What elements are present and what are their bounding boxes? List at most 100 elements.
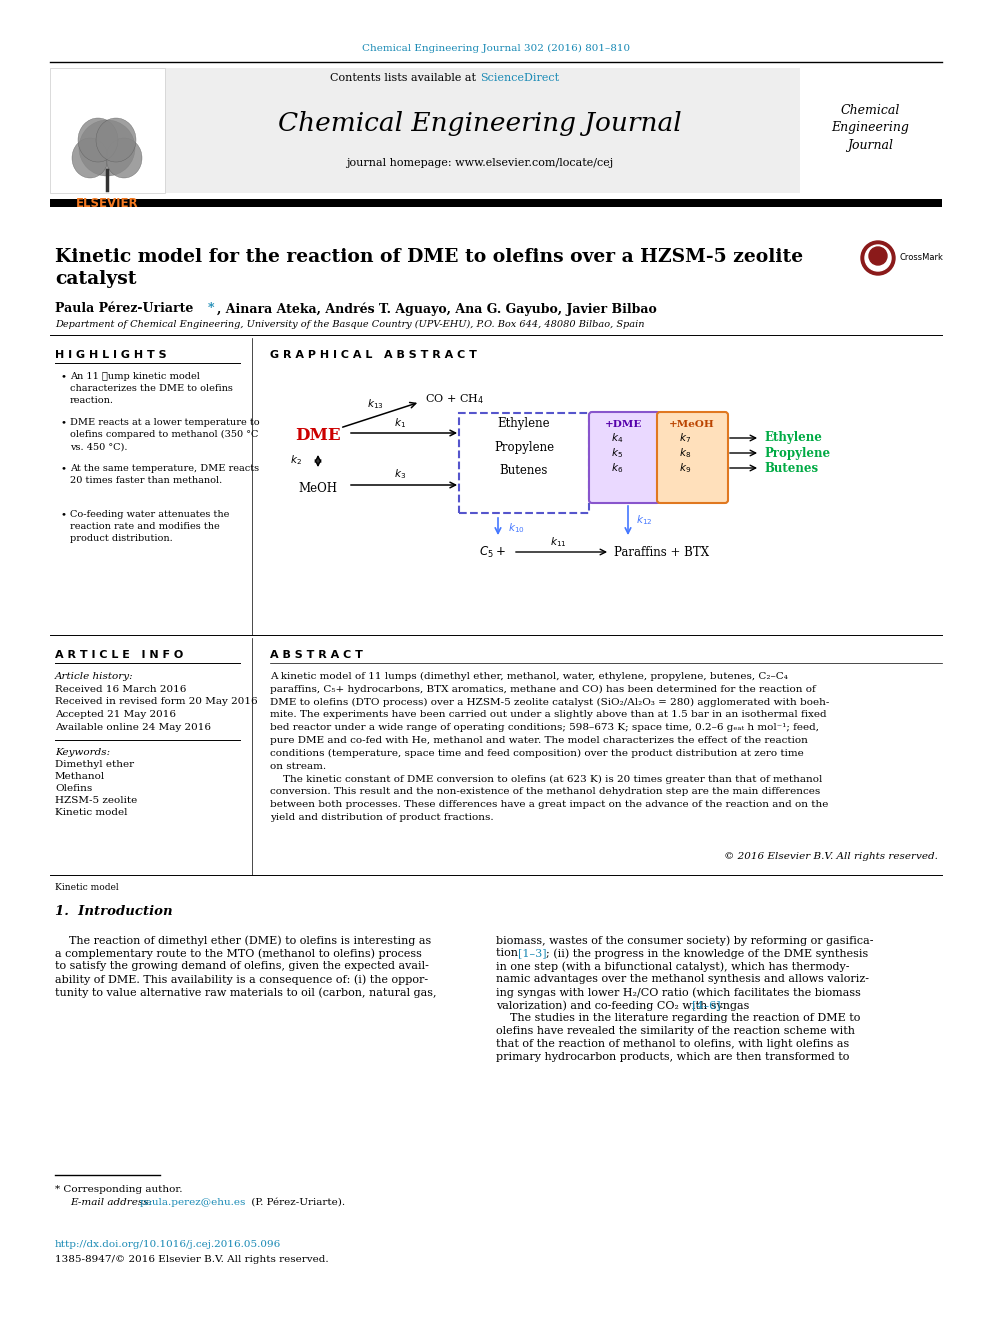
Text: bed reactor under a wide range of operating conditions; 598–673 K; space time, 0: bed reactor under a wide range of operat… bbox=[270, 724, 819, 732]
Ellipse shape bbox=[96, 118, 136, 161]
Text: •: • bbox=[60, 372, 66, 381]
Text: $k_5$: $k_5$ bbox=[611, 446, 623, 460]
Text: Article history:: Article history: bbox=[55, 672, 134, 681]
Text: conditions (temperature, space time and feed composition) over the product distr: conditions (temperature, space time and … bbox=[270, 749, 804, 758]
Text: Butenes: Butenes bbox=[764, 462, 818, 475]
Text: •: • bbox=[60, 418, 66, 427]
Text: conversion. This result and the non-existence of the methanol dehydration step a: conversion. This result and the non-exis… bbox=[270, 787, 820, 796]
Text: $k_{12}$: $k_{12}$ bbox=[636, 513, 653, 527]
Text: $k_{11}$: $k_{11}$ bbox=[550, 534, 566, 549]
Text: Paraffins + BTX: Paraffins + BTX bbox=[614, 545, 709, 558]
Circle shape bbox=[865, 245, 891, 271]
Text: © 2016 Elsevier B.V. All rights reserved.: © 2016 Elsevier B.V. All rights reserved… bbox=[724, 852, 938, 861]
Bar bbox=[160, 67, 800, 193]
Text: ing syngas with lower H₂/CO ratio (which facilitates the biomass: ing syngas with lower H₂/CO ratio (which… bbox=[496, 987, 861, 998]
Text: $k_{10}$: $k_{10}$ bbox=[508, 521, 525, 534]
Text: Paula Pérez-Uriarte: Paula Pérez-Uriarte bbox=[55, 302, 197, 315]
Text: A B S T R A C T: A B S T R A C T bbox=[270, 650, 363, 660]
Text: ; (ii) the progress in the knowledge of the DME synthesis: ; (ii) the progress in the knowledge of … bbox=[546, 949, 868, 959]
Text: Department of Chemical Engineering, University of the Basque Country (UPV-EHU), : Department of Chemical Engineering, Univ… bbox=[55, 320, 645, 329]
Text: Available online 24 May 2016: Available online 24 May 2016 bbox=[55, 722, 211, 732]
Text: between both processes. These differences have a great impact on the advance of : between both processes. These difference… bbox=[270, 800, 828, 808]
Text: $k_9$: $k_9$ bbox=[679, 462, 691, 475]
Text: paula.perez@ehu.es: paula.perez@ehu.es bbox=[140, 1199, 246, 1207]
Text: $k_2$: $k_2$ bbox=[290, 452, 302, 467]
Text: Ethylene: Ethylene bbox=[764, 431, 822, 445]
Text: on stream.: on stream. bbox=[270, 762, 326, 770]
Text: * Corresponding author.: * Corresponding author. bbox=[55, 1185, 183, 1193]
Text: .: . bbox=[720, 1000, 723, 1009]
FancyBboxPatch shape bbox=[589, 411, 660, 503]
Text: Accepted 21 May 2016: Accepted 21 May 2016 bbox=[55, 710, 176, 718]
Text: +MeOH: +MeOH bbox=[670, 419, 715, 429]
Text: E-mail address:: E-mail address: bbox=[70, 1199, 156, 1207]
Text: $k_4$: $k_4$ bbox=[611, 431, 623, 445]
Text: CrossMark: CrossMark bbox=[899, 253, 942, 262]
FancyBboxPatch shape bbox=[657, 411, 728, 503]
Text: olefins have revealed the similarity of the reaction scheme with: olefins have revealed the similarity of … bbox=[496, 1027, 855, 1036]
Text: The kinetic constant of DME conversion to olefins (at 623 K) is 20 times greater: The kinetic constant of DME conversion t… bbox=[270, 774, 822, 783]
Text: journal homepage: www.elsevier.com/locate/cej: journal homepage: www.elsevier.com/locat… bbox=[346, 157, 614, 168]
Text: Kinetic model for the reaction of DME to olefins over a HZSM-5 zeolite: Kinetic model for the reaction of DME to… bbox=[55, 247, 804, 266]
Text: (P. Pérez-Uriarte).: (P. Pérez-Uriarte). bbox=[248, 1199, 345, 1207]
Text: The reaction of dimethyl ether (DME) to olefins is interesting as: The reaction of dimethyl ether (DME) to … bbox=[55, 935, 432, 946]
Text: $k_7$: $k_7$ bbox=[679, 431, 691, 445]
Text: Propylene: Propylene bbox=[494, 441, 555, 454]
Text: Received in revised form 20 May 2016: Received in revised form 20 May 2016 bbox=[55, 697, 258, 706]
Text: 1385-8947/© 2016 Elsevier B.V. All rights reserved.: 1385-8947/© 2016 Elsevier B.V. All right… bbox=[55, 1256, 328, 1263]
Text: H I G H L I G H T S: H I G H L I G H T S bbox=[55, 351, 167, 360]
Text: primary hydrocarbon products, which are then transformed to: primary hydrocarbon products, which are … bbox=[496, 1052, 849, 1062]
Text: DME reacts at a lower temperature to
olefins compared to methanol (350 °C
vs. 45: DME reacts at a lower temperature to ole… bbox=[70, 418, 260, 451]
Text: Keywords:: Keywords: bbox=[55, 747, 110, 757]
Circle shape bbox=[869, 247, 887, 265]
Text: •: • bbox=[60, 464, 66, 474]
Text: Contents lists available at: Contents lists available at bbox=[330, 73, 480, 83]
Ellipse shape bbox=[78, 118, 118, 161]
Text: DME to olefins (DTO process) over a HZSM-5 zeolite catalyst (SiO₂/Al₂O₃ = 280) a: DME to olefins (DTO process) over a HZSM… bbox=[270, 697, 829, 706]
Text: that of the reaction of methanol to olefins, with light olefins as: that of the reaction of methanol to olef… bbox=[496, 1039, 849, 1049]
Text: a complementary route to the MTO (methanol to olefins) process: a complementary route to the MTO (methan… bbox=[55, 949, 422, 959]
Text: ELSEVIER: ELSEVIER bbox=[75, 197, 138, 210]
Text: Chemical Engineering Journal 302 (2016) 801–810: Chemical Engineering Journal 302 (2016) … bbox=[362, 44, 630, 53]
Text: catalyst: catalyst bbox=[55, 270, 137, 288]
Text: Kinetic model: Kinetic model bbox=[55, 882, 119, 892]
Text: , Ainara Ateka, Andrés T. Aguayo, Ana G. Gayubo, Javier Bilbao: , Ainara Ateka, Andrés T. Aguayo, Ana G.… bbox=[217, 302, 657, 315]
Text: An 11 ℓump kinetic model
characterizes the DME to olefins
reaction.: An 11 ℓump kinetic model characterizes t… bbox=[70, 372, 233, 405]
Text: paraffins, C₅+ hydrocarbons, BTX aromatics, methane and CO) has been determined : paraffins, C₅+ hydrocarbons, BTX aromati… bbox=[270, 685, 815, 695]
Text: biomass, wastes of the consumer society) by reforming or gasifica-: biomass, wastes of the consumer society)… bbox=[496, 935, 874, 946]
Text: $k_1$: $k_1$ bbox=[394, 417, 406, 430]
Text: The studies in the literature regarding the reaction of DME to: The studies in the literature regarding … bbox=[496, 1013, 860, 1023]
Text: Received 16 March 2016: Received 16 March 2016 bbox=[55, 685, 186, 695]
Text: HZSM-5 zeolite: HZSM-5 zeolite bbox=[55, 796, 137, 804]
Text: Chemical
Engineering
Journal: Chemical Engineering Journal bbox=[831, 103, 909, 152]
Text: [4–6]: [4–6] bbox=[691, 1000, 720, 1009]
Text: pure DME and co-fed with He, methanol and water. The model characterizes the eff: pure DME and co-fed with He, methanol an… bbox=[270, 736, 807, 745]
Text: Olefins: Olefins bbox=[55, 785, 92, 792]
Text: ScienceDirect: ScienceDirect bbox=[480, 73, 559, 83]
Text: $k_6$: $k_6$ bbox=[611, 462, 623, 475]
Text: Propylene: Propylene bbox=[764, 446, 830, 459]
Text: Kinetic model: Kinetic model bbox=[55, 808, 128, 818]
Text: MeOH: MeOH bbox=[299, 482, 337, 495]
Text: 1.  Introduction: 1. Introduction bbox=[55, 905, 173, 918]
Text: mite. The experiments have been carried out under a slightly above than at 1.5 b: mite. The experiments have been carried … bbox=[270, 710, 826, 720]
FancyBboxPatch shape bbox=[459, 413, 589, 513]
Text: Chemical Engineering Journal: Chemical Engineering Journal bbox=[278, 111, 682, 135]
Text: *: * bbox=[208, 302, 214, 315]
Text: G R A P H I C A L   A B S T R A C T: G R A P H I C A L A B S T R A C T bbox=[270, 351, 477, 360]
Ellipse shape bbox=[72, 138, 108, 179]
Text: Co-feeding water attenuates the
reaction rate and modifies the
product distribut: Co-feeding water attenuates the reaction… bbox=[70, 509, 229, 544]
Text: ability of DME. This availability is a consequence of: (i) the oppor-: ability of DME. This availability is a c… bbox=[55, 974, 429, 984]
Text: A R T I C L E   I N F O: A R T I C L E I N F O bbox=[55, 650, 184, 660]
Text: +DME: +DME bbox=[605, 419, 643, 429]
Text: valorization) and co-feeding CO₂ with syngas: valorization) and co-feeding CO₂ with sy… bbox=[496, 1000, 753, 1011]
Bar bbox=[50, 198, 942, 206]
Text: $k_3$: $k_3$ bbox=[394, 467, 406, 480]
Circle shape bbox=[861, 241, 895, 275]
Text: namic advantages over the methanol synthesis and allows valoriz-: namic advantages over the methanol synth… bbox=[496, 974, 869, 984]
Text: DME: DME bbox=[296, 426, 341, 443]
Text: Butenes: Butenes bbox=[500, 463, 549, 476]
Text: tion: tion bbox=[496, 949, 522, 958]
Text: in one step (with a bifunctional catalyst), which has thermody-: in one step (with a bifunctional catalys… bbox=[496, 960, 849, 971]
Text: Ethylene: Ethylene bbox=[498, 418, 551, 430]
